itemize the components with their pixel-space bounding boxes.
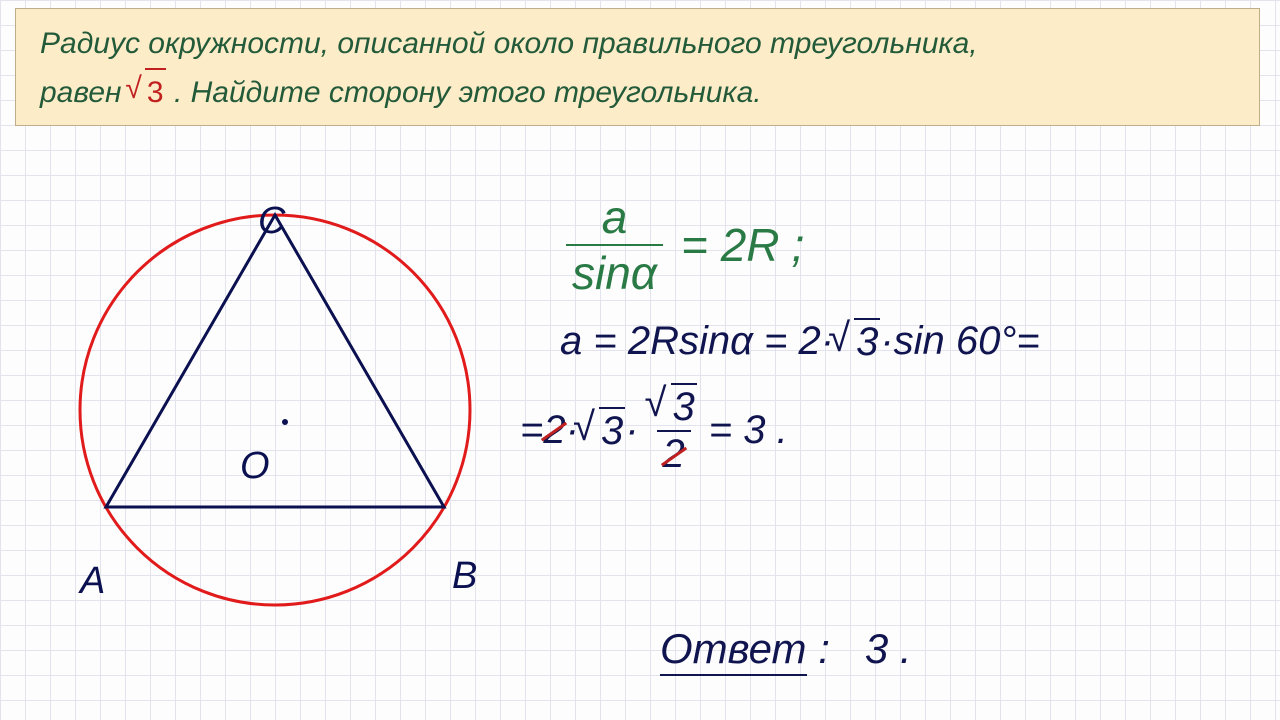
sqrt3-b: 3: [579, 407, 625, 454]
problem-line1: Радиус окружности, описанной около прави…: [40, 27, 978, 60]
center-label-O: O: [240, 445, 270, 488]
formula-rhs: = 2R: [681, 218, 779, 272]
formula-tail: ;: [792, 218, 805, 272]
center-point: [282, 419, 288, 425]
answer-sep: :: [818, 625, 853, 672]
calc1-lhs: a = 2Rsinα = 2·: [560, 319, 834, 364]
circumscribed-circle: [80, 215, 470, 605]
frac2-den: 2: [657, 430, 691, 477]
frac-num: a: [596, 190, 634, 244]
geometry-diagram: A B C O: [60, 170, 490, 670]
fraction-a-over-sin: a sinα: [566, 190, 663, 300]
answer-value: 3: [865, 625, 888, 672]
problem-statement: Радиус окружности, описанной около прави…: [15, 8, 1260, 126]
vertex-label-B: B: [452, 555, 477, 598]
calc1-mid: ·sin 60°=: [880, 319, 1039, 364]
sqrt3-a: 3: [834, 318, 880, 365]
problem-value: 3: [130, 76, 166, 109]
fraction-sqrt3-over-2: 3 2: [645, 383, 703, 477]
dot2: ·: [625, 408, 638, 453]
solution-work: a sinα = 2R ; a = 2Rsinα = 2· 3 ·sin 60°…: [560, 190, 1260, 489]
calc2-rhs: = 3 .: [709, 408, 788, 453]
vertex-label-C: C: [258, 200, 285, 243]
frac-den: sinα: [566, 244, 663, 300]
formula-line: a sinα = 2R ;: [560, 190, 1260, 300]
diagram-svg: [60, 170, 490, 670]
cancel-2a: 2: [543, 408, 565, 453]
answer-label: Ответ: [660, 625, 807, 676]
vertex-label-A: A: [80, 560, 105, 603]
problem-line2a: равен: [40, 76, 130, 109]
calc-line-1: a = 2Rsinα = 2· 3 ·sin 60°=: [560, 318, 1260, 365]
calc-line-2: = 2 · 3 · 3 2 = 3 .: [520, 383, 1260, 477]
answer-dot: .: [900, 625, 912, 672]
calc2-pre: =: [520, 408, 543, 453]
problem-line2b: . Найдите сторону этого треугольника.: [174, 76, 762, 109]
answer-line: Ответ : 3 .: [660, 625, 912, 673]
equilateral-triangle: [106, 215, 444, 507]
frac2-num: 3: [645, 383, 703, 430]
